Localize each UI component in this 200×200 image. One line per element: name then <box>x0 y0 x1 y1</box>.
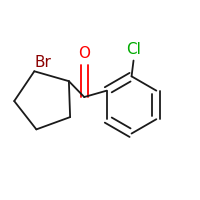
Text: Cl: Cl <box>126 42 141 57</box>
Text: Br: Br <box>34 55 51 70</box>
Text: O: O <box>78 46 90 61</box>
